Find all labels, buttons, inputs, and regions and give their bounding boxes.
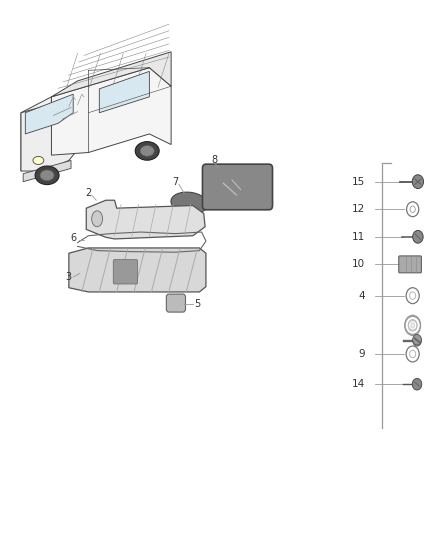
Text: 5: 5	[194, 298, 200, 309]
Ellipse shape	[33, 157, 44, 165]
Polygon shape	[21, 97, 78, 171]
Circle shape	[413, 230, 423, 243]
Ellipse shape	[40, 170, 54, 181]
Text: 9: 9	[358, 349, 365, 359]
Text: 14: 14	[352, 379, 365, 389]
Text: 3: 3	[66, 272, 72, 282]
Ellipse shape	[135, 142, 159, 160]
FancyBboxPatch shape	[113, 260, 138, 284]
Circle shape	[413, 334, 421, 345]
FancyBboxPatch shape	[202, 164, 272, 210]
Text: 11: 11	[352, 232, 365, 242]
FancyBboxPatch shape	[399, 256, 421, 273]
Text: 8: 8	[212, 156, 218, 165]
Polygon shape	[69, 248, 206, 292]
Ellipse shape	[92, 211, 102, 227]
Polygon shape	[51, 52, 171, 97]
Polygon shape	[23, 160, 71, 182]
Text: 10: 10	[352, 260, 365, 269]
Circle shape	[412, 378, 422, 390]
Text: 7: 7	[172, 176, 179, 187]
Polygon shape	[99, 71, 149, 113]
Text: 6: 6	[70, 233, 76, 244]
Ellipse shape	[171, 192, 208, 214]
Text: 12: 12	[352, 204, 365, 214]
Text: 2: 2	[85, 188, 92, 198]
Polygon shape	[21, 97, 51, 171]
Ellipse shape	[35, 166, 59, 184]
Circle shape	[412, 175, 424, 189]
Circle shape	[413, 335, 421, 346]
Text: 15: 15	[352, 176, 365, 187]
Text: 4: 4	[358, 290, 365, 301]
Ellipse shape	[140, 146, 154, 156]
Polygon shape	[25, 94, 73, 134]
FancyBboxPatch shape	[166, 294, 185, 312]
Polygon shape	[86, 200, 205, 239]
Polygon shape	[51, 68, 171, 155]
